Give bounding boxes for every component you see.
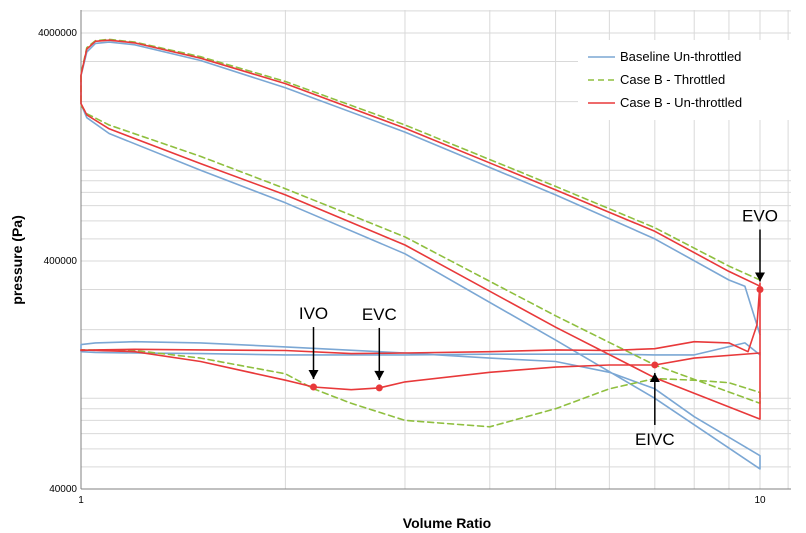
markers-layer <box>310 285 764 392</box>
series-layer <box>80 38 761 470</box>
annotation-evo: EVO <box>742 206 778 282</box>
x-tick-label: 10 <box>754 495 766 506</box>
annotation-evc: EVC <box>362 305 397 380</box>
legend: Baseline Un-throttled Case B - Throttled… <box>578 40 798 120</box>
series-line-1 <box>80 38 761 428</box>
event-marker <box>375 384 383 392</box>
annotation-arrow-head <box>649 372 660 382</box>
series-line-2 <box>80 39 761 420</box>
event-marker <box>651 361 659 369</box>
y-tick-label: 4000000 <box>38 28 77 39</box>
annotation-arrow-head <box>755 272 765 282</box>
annotation-label: IVO <box>299 304 328 323</box>
x-axis-title: Volume Ratio <box>403 515 491 531</box>
event-marker <box>310 383 318 391</box>
axes: 40000 400000 4000000 1 10 <box>38 10 791 506</box>
y-axis-title: pressure (Pa) <box>9 215 25 304</box>
series-line-3 <box>80 349 761 391</box>
annotation-arrow-head <box>308 370 319 380</box>
y-tick-label: 40000 <box>49 484 77 495</box>
annotation-eivc: EIVC <box>635 372 675 449</box>
legend-label-throttled: Case B - Throttled <box>620 72 725 87</box>
legend-background <box>578 40 798 120</box>
annotation-arrow-head <box>374 370 385 380</box>
x-tick-label: 1 <box>78 495 84 506</box>
annotations-layer: EVO IVO EVC EIVC <box>299 206 778 448</box>
annotation-label: EIVC <box>635 430 675 449</box>
annotation-label: EVO <box>742 206 778 225</box>
event-marker <box>756 285 764 293</box>
legend-label-unthrottled: Case B - Un-throttled <box>620 95 742 110</box>
series-line-0 <box>80 41 761 470</box>
legend-label-baseline: Baseline Un-throttled <box>620 49 741 64</box>
y-tick-label: 400000 <box>44 256 78 267</box>
annotation-label: EVC <box>362 305 397 324</box>
annotation-ivo: IVO <box>299 304 328 380</box>
